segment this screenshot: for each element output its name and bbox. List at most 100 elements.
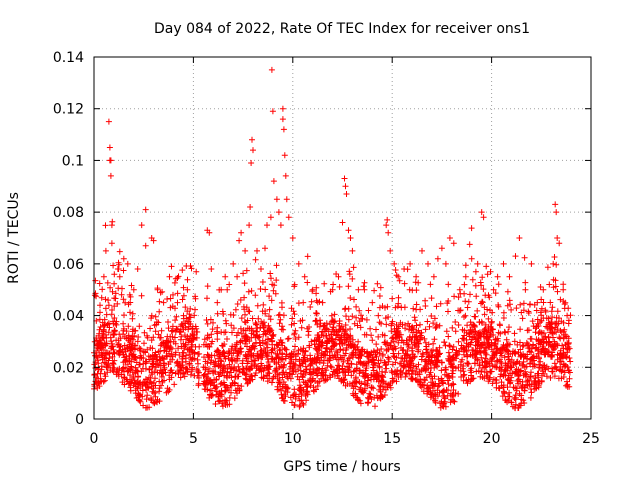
data-point [376, 373, 383, 380]
data-point [424, 385, 431, 392]
data-point [259, 279, 266, 285]
data-point [204, 375, 211, 382]
data-point [536, 355, 542, 362]
data-point [550, 284, 557, 291]
data-point [179, 353, 186, 360]
data-point [329, 286, 336, 293]
data-point [519, 343, 526, 350]
data-point [513, 359, 520, 366]
data-point [180, 292, 187, 299]
data-point [260, 331, 267, 338]
data-point [216, 351, 223, 358]
data-point [226, 281, 233, 288]
data-point [304, 388, 311, 395]
data-point [141, 348, 148, 355]
data-point [240, 270, 247, 277]
data-point [461, 314, 467, 320]
data-point [411, 341, 418, 348]
data-point [422, 303, 429, 309]
data-point [378, 346, 385, 352]
data-point [230, 366, 237, 373]
data-point [189, 355, 196, 362]
data-point [484, 340, 491, 347]
data-point [336, 283, 343, 290]
data-point [167, 353, 174, 360]
data-point [316, 323, 323, 330]
data-point [450, 392, 457, 399]
data-point [262, 308, 269, 314]
data-point [398, 374, 404, 380]
data-point [412, 317, 419, 324]
data-point [229, 329, 235, 336]
data-point [105, 118, 112, 125]
data-point [564, 378, 570, 385]
data-point [158, 373, 165, 380]
data-point [495, 281, 502, 288]
data-point [507, 350, 514, 357]
data-point [180, 312, 187, 319]
data-point [278, 339, 285, 346]
data-point [127, 309, 133, 316]
data-point [509, 370, 516, 377]
data-point [111, 303, 118, 310]
data-point [269, 355, 276, 362]
data-point [244, 380, 251, 387]
data-point [166, 372, 173, 379]
data-point [313, 310, 320, 317]
data-point [559, 355, 566, 362]
data-point [549, 352, 556, 358]
data-point [534, 299, 541, 306]
data-point [266, 293, 273, 300]
data-point [99, 352, 106, 359]
data-point [219, 403, 226, 410]
data-point [156, 388, 163, 395]
data-point [445, 372, 452, 379]
data-point [438, 367, 445, 374]
data-point [167, 367, 174, 374]
data-point [560, 286, 567, 293]
data-point [345, 341, 352, 348]
data-point [239, 369, 246, 376]
data-point [287, 394, 294, 401]
data-point [540, 330, 547, 336]
data-point [141, 329, 148, 336]
data-point [430, 320, 437, 327]
data-point [340, 347, 347, 354]
data-point [450, 357, 457, 364]
data-point [490, 348, 497, 355]
data-point [349, 275, 356, 282]
data-point [118, 367, 125, 374]
data-point [480, 286, 487, 293]
data-point [540, 362, 547, 369]
data-point [506, 273, 513, 280]
data-point [252, 340, 259, 347]
data-point [116, 248, 123, 255]
data-point [450, 387, 457, 393]
data-point [136, 396, 142, 403]
data-point [119, 379, 126, 386]
data-point [404, 361, 411, 368]
data-point [496, 364, 503, 371]
data-point [181, 373, 188, 380]
data-point [412, 376, 419, 383]
data-point [364, 382, 371, 389]
data-point [111, 315, 118, 321]
data-point [472, 342, 479, 349]
data-point [318, 349, 325, 356]
data-point [529, 318, 536, 325]
data-point [111, 357, 118, 364]
data-point [261, 328, 268, 335]
data-point [423, 343, 430, 350]
data-point [476, 361, 483, 368]
data-point [214, 330, 221, 337]
data-point [261, 319, 267, 326]
data-point [393, 272, 400, 279]
data-point [433, 347, 440, 354]
data-point [500, 309, 507, 316]
data-point [347, 326, 353, 332]
data-point [365, 307, 372, 314]
data-point [152, 375, 158, 382]
data-point [262, 245, 268, 252]
data-point [315, 366, 322, 373]
data-point [268, 327, 275, 334]
